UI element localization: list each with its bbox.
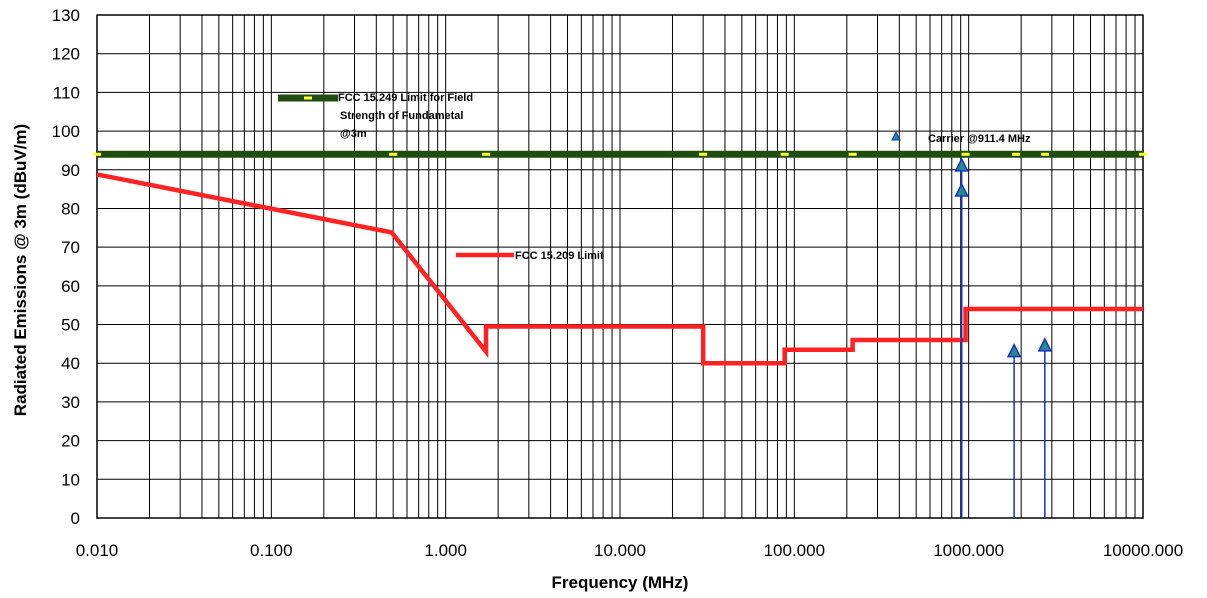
y-tick-label: 10	[61, 470, 80, 489]
x-tick-labels: 0.010 0.100 1.000 10.000 100.000 1000.000 1000…	[76, 541, 1183, 560]
y-tick-label: 80	[61, 199, 80, 218]
fcc-15249-point	[93, 152, 101, 156]
fcc-15249-point	[1040, 152, 1049, 156]
plot-border	[96, 14, 1144, 519]
y-tick-label: 90	[61, 161, 80, 180]
carrier-point	[954, 157, 969, 172]
y-tick-label: 0	[71, 509, 80, 528]
carrier-point	[1037, 337, 1053, 352]
fcc-15209-limit-line	[96, 172, 1143, 366]
y-tick-label: 70	[61, 238, 80, 257]
y-tick-label: 20	[61, 432, 80, 451]
y-tick-label: 100	[52, 122, 80, 141]
carrier-point	[1006, 342, 1022, 358]
plot-frame	[96, 14, 1144, 519]
x-axis-title: Frequency (MHz)	[552, 573, 689, 592]
grid-lines	[96, 14, 1143, 519]
x-tick-label: 10.000	[594, 541, 646, 560]
x-tick-label: 0.010	[76, 541, 119, 560]
fcc-15249-point	[699, 152, 708, 156]
x-tick-label: 1000.000	[933, 541, 1004, 560]
legend-15249-marker	[304, 96, 312, 100]
y-axis-title: Radiated Emissions @ 3m (dBuV/m)	[11, 124, 30, 416]
x-tick-label: 0.100	[250, 541, 293, 560]
x-tick-label: 10000.000	[1103, 541, 1183, 560]
y-tick-label: 60	[61, 277, 80, 296]
annotations: FCC 15.249 Limit for Field Strength of Fu…	[278, 92, 1031, 262]
legend-15209-label: FCC 15.209 Limit	[515, 250, 604, 262]
legend-carrier-label: Carrier @911.4 MHz	[928, 133, 1031, 145]
legend-15249-label: FCC 15.249 Limit for Field Strength of Fu…	[338, 92, 473, 140]
fcc-15249-point	[848, 152, 857, 156]
fcc-15249-point	[780, 152, 789, 156]
y-tick-label: 40	[61, 354, 80, 373]
y-tick-label: 120	[52, 45, 80, 64]
legend-carrier-marker	[891, 130, 901, 141]
fcc-15249-point	[482, 152, 491, 156]
y-tick-labels: 0 10 20 30 40 50 60 70 80 90 100 110 120 130	[52, 6, 80, 528]
carrier-markers	[954, 157, 1053, 518]
y-tick-label: 130	[52, 6, 80, 25]
y-tick-label: 110	[53, 83, 80, 102]
fcc-15249-point	[389, 152, 398, 156]
y-tick-label: 30	[61, 393, 80, 412]
series-layer	[93, 150, 1147, 366]
x-tick-label: 1.000	[424, 541, 467, 560]
fcc-15249-point	[1139, 152, 1147, 156]
fcc-15249-point	[1012, 152, 1021, 156]
y-tick-label: 50	[61, 316, 80, 335]
x-tick-label: 100.000	[764, 541, 825, 560]
fcc-15249-point	[961, 152, 970, 156]
carrier-point	[954, 182, 969, 197]
